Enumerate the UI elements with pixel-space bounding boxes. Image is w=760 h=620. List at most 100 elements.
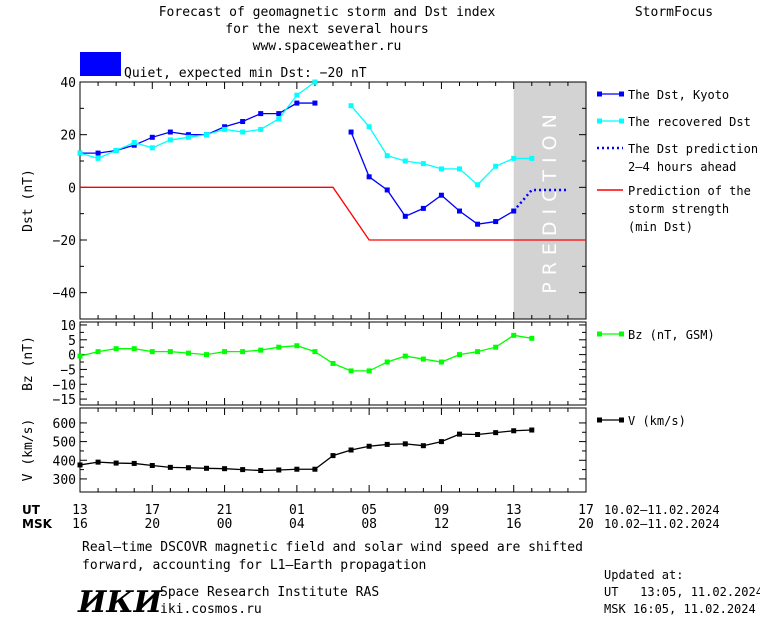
msk-axis-title: MSK — [22, 517, 53, 531]
legend-label: storm strength — [628, 202, 729, 216]
data-point — [420, 443, 426, 449]
series-line — [80, 186, 586, 241]
data-point — [113, 346, 119, 352]
data-point — [384, 359, 390, 365]
brand-name: StormFocus — [635, 5, 713, 20]
legend-marker — [597, 331, 602, 337]
data-point — [131, 140, 137, 146]
legend-marker — [597, 417, 602, 423]
data-point — [438, 166, 444, 172]
institute-url[interactable]: iki.cosmos.ru — [160, 602, 262, 617]
data-point — [204, 132, 209, 138]
data-point — [384, 153, 390, 159]
data-point — [167, 349, 173, 355]
legend-label: V (km/s) — [628, 414, 686, 428]
data-point — [222, 349, 228, 355]
data-point — [366, 368, 372, 374]
data-point — [402, 353, 408, 359]
data-point — [95, 349, 101, 355]
series-2-0 — [77, 427, 535, 474]
data-point — [529, 335, 535, 341]
data-point — [493, 219, 499, 225]
msk-tick-label: 20 — [578, 517, 594, 532]
legend-marker — [597, 91, 602, 97]
data-point — [493, 163, 499, 169]
legend-label: The recovered Dst — [628, 115, 751, 129]
data-point — [276, 111, 282, 117]
data-point — [77, 150, 83, 156]
series-line — [79, 81, 532, 186]
data-point — [149, 134, 155, 140]
ut-axis-title: UT — [22, 503, 41, 517]
data-point — [457, 352, 462, 358]
series-line — [512, 188, 568, 212]
data-point — [312, 466, 318, 472]
y-tick-label: 40 — [60, 76, 76, 91]
data-point — [276, 344, 282, 350]
y-tick-label: 600 — [53, 417, 76, 432]
data-point — [312, 79, 318, 85]
legend-item: The recovered Dst — [597, 115, 751, 129]
y-tick-label: −5 — [60, 363, 76, 378]
legend-item: Prediction of the storm strength (min Dst) — [597, 184, 751, 234]
data-point — [493, 344, 499, 350]
y-tick-label: 0 — [68, 349, 76, 364]
legend-marker — [619, 331, 624, 337]
data-point — [149, 349, 155, 355]
data-point — [95, 155, 101, 161]
legend-item: Bz (nT, GSM) — [597, 328, 715, 342]
data-point — [420, 161, 426, 167]
data-point — [77, 353, 83, 359]
data-point — [294, 466, 300, 472]
data-point — [294, 343, 300, 349]
series-0-2 — [512, 188, 568, 212]
data-point — [131, 346, 137, 352]
data-point — [131, 460, 137, 466]
msk-tick-label: 16 — [506, 517, 522, 532]
legend-marker — [619, 417, 624, 423]
data-point — [185, 465, 191, 471]
data-point — [149, 145, 155, 151]
data-point — [366, 174, 372, 180]
series-0-1 — [77, 79, 535, 188]
data-point — [95, 459, 101, 465]
msk-tick-label: 16 — [72, 517, 88, 532]
data-point — [475, 349, 481, 355]
data-point — [511, 332, 517, 338]
data-point — [113, 147, 119, 153]
data-point — [384, 187, 390, 193]
legend-label: (min Dst) — [628, 220, 693, 234]
y-tick-label: 10 — [60, 319, 76, 334]
title-line-1: Forecast of geomagnetic storm and Dst in… — [159, 5, 496, 20]
data-point — [529, 427, 535, 433]
data-point — [348, 103, 354, 109]
data-point — [131, 142, 137, 148]
data-point — [457, 431, 462, 437]
data-point — [475, 221, 481, 227]
site-url[interactable]: www.spaceweather.ru — [253, 39, 402, 54]
data-point — [294, 92, 300, 98]
data-point — [348, 447, 354, 453]
updated-ut: UT 13:05, 11.02.2024 — [604, 585, 760, 599]
legend: The Dst, Kyoto The recovered Dst The Dst p… — [597, 88, 758, 428]
data-point — [222, 124, 228, 130]
legend-item: V (km/s) — [597, 414, 686, 428]
data-point — [167, 464, 173, 470]
data-point — [511, 428, 517, 434]
y-tick-label: −15 — [53, 393, 76, 408]
data-point — [366, 124, 372, 130]
ut-tick-label: 05 — [361, 503, 377, 518]
y-axis-label: Bz (nT) — [21, 336, 36, 391]
institute-name: Space Research Institute RAS — [160, 585, 379, 600]
data-point — [475, 182, 481, 188]
msk-tick-label: 20 — [144, 517, 160, 532]
ut-tick-label: 13 — [72, 503, 88, 518]
series-1-0 — [77, 332, 535, 374]
data-point — [222, 466, 228, 472]
prediction-label: PREDICTION — [539, 107, 561, 294]
data-point — [312, 349, 318, 355]
data-point — [348, 368, 354, 374]
status-swatch — [80, 52, 121, 76]
